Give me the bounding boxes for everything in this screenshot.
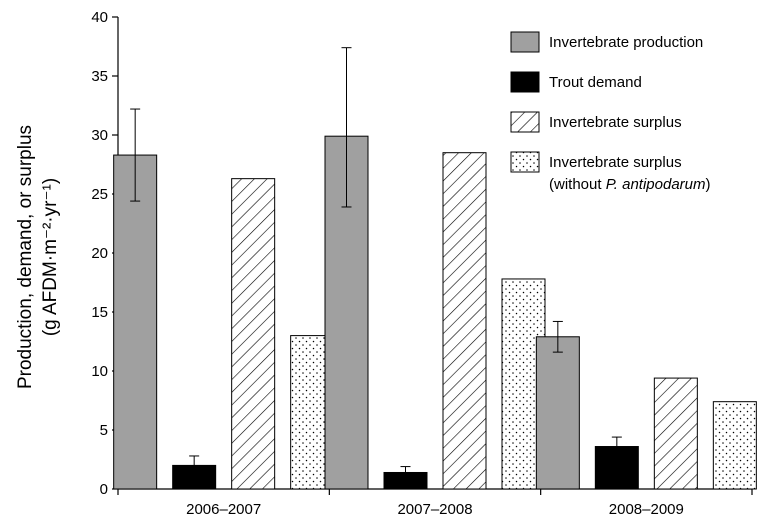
legend-label: Invertebrate production bbox=[549, 34, 703, 51]
y-tick-label: 10 bbox=[91, 363, 108, 380]
y-tick-label: 5 bbox=[100, 422, 108, 439]
y-tick-label: 25 bbox=[91, 186, 108, 203]
bar bbox=[113, 154, 158, 490]
legend-swatch bbox=[510, 111, 540, 133]
y-axis-label-line2: (g AFDM·m⁻²·yr⁻¹) bbox=[40, 178, 61, 336]
y-tick-label: 30 bbox=[91, 127, 108, 144]
legend-swatch bbox=[510, 31, 540, 53]
legend: Invertebrate production Trout demand Inver… bbox=[510, 31, 711, 193]
legend-label: Invertebrate surplus bbox=[549, 154, 682, 171]
bar bbox=[712, 401, 757, 490]
bar bbox=[535, 336, 580, 490]
legend-swatch bbox=[510, 71, 540, 93]
x-tick-label: 2008–2009 bbox=[609, 501, 684, 514]
legend-label-line2: (without P. antipodarum) bbox=[549, 176, 711, 193]
bar bbox=[231, 178, 276, 490]
legend-label: Invertebrate surplus bbox=[549, 114, 682, 131]
x-tick-label: 2007–2008 bbox=[397, 501, 472, 514]
y-tick-label: 35 bbox=[91, 68, 108, 85]
y-tick-label: 15 bbox=[91, 304, 108, 321]
legend-label-line2-prefix: (without bbox=[549, 176, 606, 193]
legend-swatch bbox=[510, 151, 540, 173]
bar bbox=[442, 152, 487, 490]
plot-area: 0 5 10 15 20 25 30 35 40 2006–2007 2007–2008 2008–2… bbox=[91, 9, 757, 514]
bar bbox=[653, 377, 698, 490]
legend-label-line2-species: P. antipodarum bbox=[606, 176, 706, 193]
legend-label: Trout demand bbox=[549, 74, 642, 91]
y-tick-label: 20 bbox=[91, 245, 108, 262]
y-axis-label-line1: Production, demand, or surplus bbox=[15, 125, 36, 389]
bar bbox=[594, 446, 639, 490]
y-tick-label: 0 bbox=[100, 481, 108, 498]
x-tick-label: 2006–2007 bbox=[186, 501, 261, 514]
y-tick-label: 40 bbox=[91, 9, 108, 26]
legend-label-line2-suffix: ) bbox=[706, 176, 711, 193]
